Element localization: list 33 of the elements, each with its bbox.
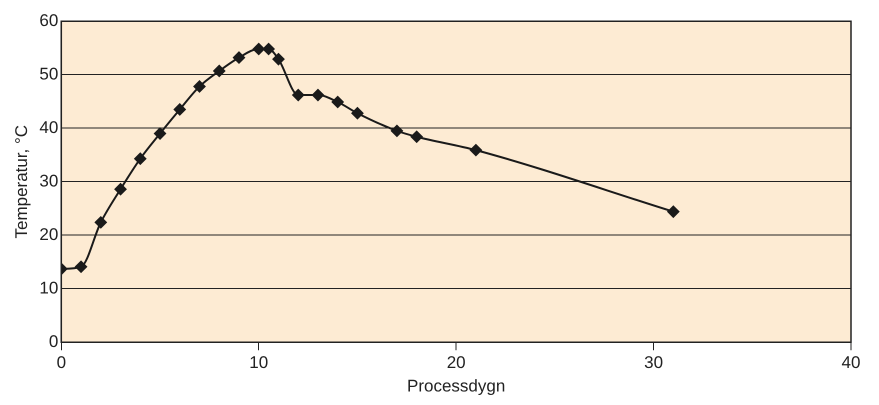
- y-tick-label: 30: [39, 171, 58, 190]
- point: [174, 103, 186, 116]
- point: [312, 89, 324, 102]
- point: [75, 260, 88, 273]
- point: [332, 96, 344, 108]
- x-axis-title: Processdygn: [407, 376, 506, 396]
- point: [194, 80, 206, 92]
- point: [470, 144, 482, 156]
- x-tick-label: 40: [842, 353, 860, 372]
- x-tick-label: 30: [644, 353, 664, 372]
- y-tick-label: 10: [39, 278, 58, 298]
- point: [410, 130, 423, 143]
- x-tick-label: 10: [249, 353, 268, 372]
- point: [262, 43, 275, 56]
- point: [232, 52, 245, 64]
- y-tick-label: 0: [48, 332, 58, 351]
- x-tick-label: 20: [446, 353, 466, 372]
- point: [390, 124, 403, 137]
- y-tick-label: 40: [39, 118, 58, 137]
- y-tick-label: 20: [39, 224, 58, 244]
- point: [114, 183, 127, 196]
- point: [272, 53, 284, 66]
- point: [252, 43, 265, 56]
- point: [667, 206, 680, 218]
- y-tick-label: 50: [39, 64, 58, 84]
- point: [351, 107, 364, 120]
- point: [134, 152, 146, 165]
- y-tick-label: 60: [39, 10, 58, 30]
- point: [213, 64, 226, 77]
- point: [154, 128, 166, 140]
- y-axis-title: Temperatur, °C: [12, 124, 31, 238]
- point: [292, 89, 304, 102]
- point: [94, 216, 107, 228]
